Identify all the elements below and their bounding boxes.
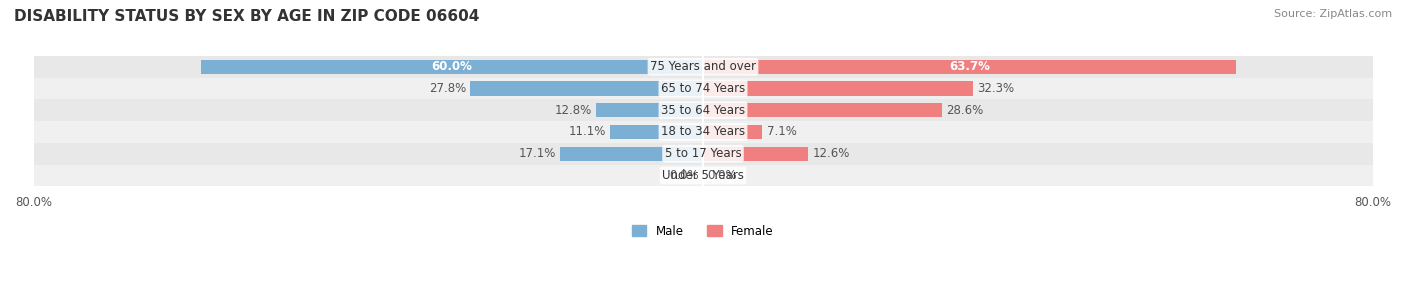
Text: 0.0%: 0.0% xyxy=(669,169,699,182)
Bar xyxy=(610,125,703,139)
Bar xyxy=(34,165,1372,186)
Text: 12.6%: 12.6% xyxy=(813,147,851,160)
Text: 65 to 74 Years: 65 to 74 Years xyxy=(661,82,745,95)
Bar xyxy=(703,147,808,161)
Bar xyxy=(34,121,1372,143)
Text: 27.8%: 27.8% xyxy=(429,82,467,95)
Bar xyxy=(703,103,942,117)
Text: 35 to 64 Years: 35 to 64 Years xyxy=(661,104,745,117)
Bar xyxy=(201,60,703,74)
Text: 75 Years and over: 75 Years and over xyxy=(650,60,756,73)
Text: 32.3%: 32.3% xyxy=(977,82,1015,95)
Text: 63.7%: 63.7% xyxy=(949,60,990,73)
Text: 7.1%: 7.1% xyxy=(766,126,796,139)
Text: DISABILITY STATUS BY SEX BY AGE IN ZIP CODE 06604: DISABILITY STATUS BY SEX BY AGE IN ZIP C… xyxy=(14,9,479,24)
Bar xyxy=(34,56,1372,78)
Text: 28.6%: 28.6% xyxy=(946,104,984,117)
Text: 18 to 34 Years: 18 to 34 Years xyxy=(661,126,745,139)
Bar xyxy=(471,81,703,95)
Bar xyxy=(34,99,1372,121)
Text: Source: ZipAtlas.com: Source: ZipAtlas.com xyxy=(1274,9,1392,19)
Bar xyxy=(34,143,1372,165)
Bar xyxy=(703,125,762,139)
Text: Under 5 Years: Under 5 Years xyxy=(662,169,744,182)
Bar xyxy=(703,81,973,95)
Bar xyxy=(560,147,703,161)
Text: 12.8%: 12.8% xyxy=(554,104,592,117)
Bar xyxy=(34,78,1372,99)
Text: 5 to 17 Years: 5 to 17 Years xyxy=(665,147,741,160)
Text: 0.0%: 0.0% xyxy=(707,169,737,182)
Bar xyxy=(596,103,703,117)
Text: 60.0%: 60.0% xyxy=(432,60,472,73)
Text: 11.1%: 11.1% xyxy=(568,126,606,139)
Legend: Male, Female: Male, Female xyxy=(633,225,773,238)
Text: 17.1%: 17.1% xyxy=(519,147,555,160)
Bar xyxy=(703,60,1236,74)
